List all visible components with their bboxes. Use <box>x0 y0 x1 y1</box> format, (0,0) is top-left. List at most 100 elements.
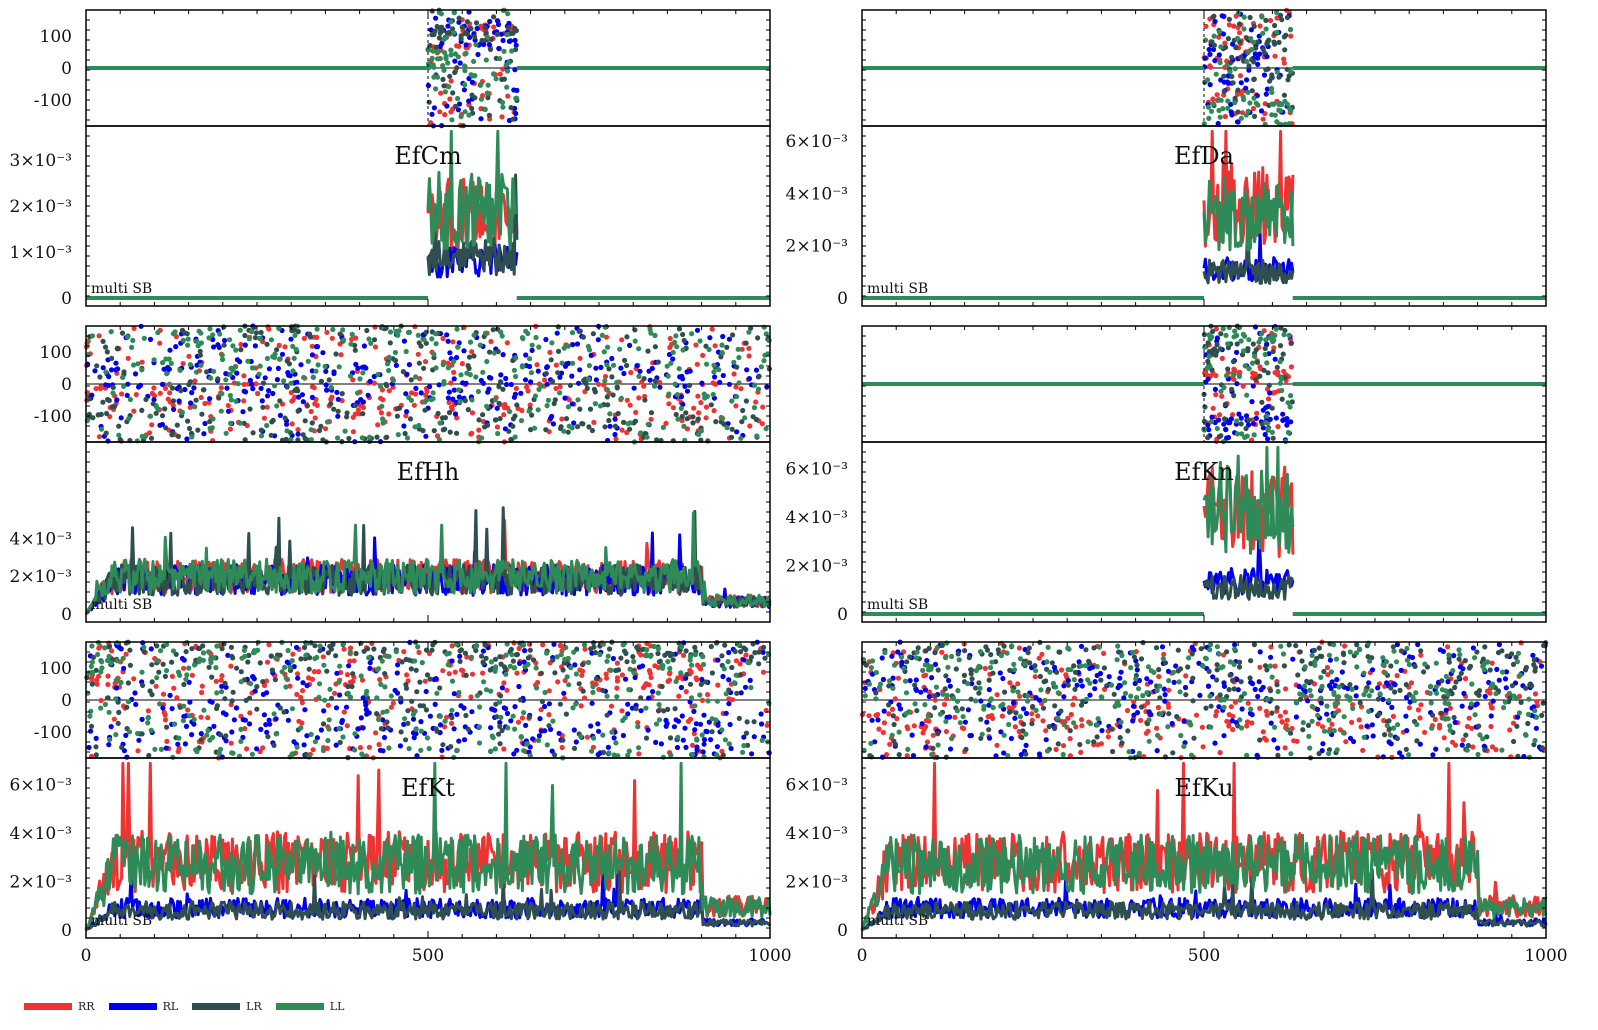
phase-point <box>758 711 764 717</box>
phase-point <box>1206 427 1212 433</box>
phase-point <box>719 342 725 348</box>
phase-point <box>198 731 204 737</box>
phase-point <box>614 660 621 666</box>
phase-point <box>935 667 941 673</box>
phase-point <box>164 724 170 730</box>
phase-point <box>473 647 479 654</box>
phase-point <box>440 742 446 748</box>
phase-point <box>160 691 167 697</box>
phase-point <box>189 672 195 678</box>
amplitude-tick-label: 3×10⁻³ <box>10 151 72 171</box>
phase-point <box>697 338 703 344</box>
phase-point <box>566 397 572 403</box>
phase-point <box>181 657 187 663</box>
phase-point <box>184 436 190 442</box>
phase-point <box>1264 712 1270 718</box>
phase-point <box>344 672 351 678</box>
phase-point <box>1099 728 1105 734</box>
phase-point <box>879 754 886 760</box>
phase-point <box>1016 645 1023 651</box>
phase-point <box>1209 414 1215 420</box>
phase-point <box>1204 365 1210 371</box>
phase-point <box>1079 717 1085 723</box>
phase-point <box>1406 705 1412 711</box>
phase-point <box>1274 682 1280 688</box>
phase-point <box>305 358 311 364</box>
phase-point <box>513 385 520 392</box>
phase-point <box>675 416 681 422</box>
phase-point <box>920 730 926 736</box>
phase-point <box>375 371 381 378</box>
phase-point <box>549 378 556 384</box>
phase-point <box>1249 720 1255 726</box>
phase-point <box>1274 119 1280 125</box>
phase-point <box>88 708 94 714</box>
phase-point <box>704 361 710 367</box>
phase-point <box>1251 95 1257 101</box>
phase-point <box>401 649 407 655</box>
phase-point <box>572 662 578 668</box>
phase-point <box>198 714 204 720</box>
phase-point <box>1018 752 1024 758</box>
phase-point <box>169 673 175 680</box>
phase-point <box>404 672 410 678</box>
phase-point <box>162 406 168 412</box>
phase-point <box>1013 710 1019 716</box>
chart-title: EfCm <box>394 142 462 170</box>
phase-point <box>403 685 410 691</box>
phase-point <box>341 646 347 652</box>
phase-point <box>1288 108 1294 114</box>
phase-point <box>311 669 317 675</box>
phase-point <box>163 425 169 431</box>
phase-point <box>699 676 705 683</box>
phase-point <box>542 689 548 696</box>
phase-point <box>1007 680 1013 686</box>
phase-point <box>663 420 669 426</box>
phase-point <box>358 715 364 721</box>
phase-point <box>1232 368 1238 374</box>
phase-point <box>347 694 354 700</box>
phase-point <box>98 669 104 675</box>
phase-point <box>271 711 277 717</box>
phase-point <box>266 388 272 394</box>
phase-point <box>270 390 276 397</box>
phase-point <box>388 704 394 710</box>
phase-point <box>223 371 229 377</box>
phase-point <box>1263 91 1269 97</box>
phase-point <box>448 19 454 25</box>
phase-point <box>262 375 268 381</box>
phase-point <box>742 415 748 421</box>
phase-point <box>1276 39 1282 46</box>
phase-point <box>533 334 539 341</box>
chart-annotation: multi SB <box>867 281 928 297</box>
phase-point <box>287 373 293 379</box>
phase-point <box>714 698 721 704</box>
phase-point <box>1370 733 1376 739</box>
phase-point <box>694 361 700 367</box>
phase-point <box>254 706 260 712</box>
phase-point <box>627 666 633 672</box>
phase-point <box>508 718 514 724</box>
phase-point <box>456 394 462 400</box>
phase-point <box>282 344 288 350</box>
phase-point <box>448 109 454 115</box>
phase-point <box>687 368 693 374</box>
phase-point <box>106 653 112 659</box>
phase-point <box>395 406 401 412</box>
phase-point <box>522 664 528 670</box>
phase-point <box>469 709 475 715</box>
phase-point <box>1134 667 1140 673</box>
phase-point <box>596 381 602 387</box>
phase-point <box>1087 660 1093 667</box>
phase-point <box>374 695 380 701</box>
phase-point <box>309 394 315 400</box>
phase-point <box>511 665 518 671</box>
phase-point <box>542 703 548 710</box>
phase-point <box>743 730 750 736</box>
phase-point <box>1266 382 1272 388</box>
phase-point <box>323 382 329 388</box>
phase-point <box>748 325 754 331</box>
phase-point <box>483 687 490 693</box>
phase-point <box>318 727 324 733</box>
phase-point <box>968 671 974 677</box>
